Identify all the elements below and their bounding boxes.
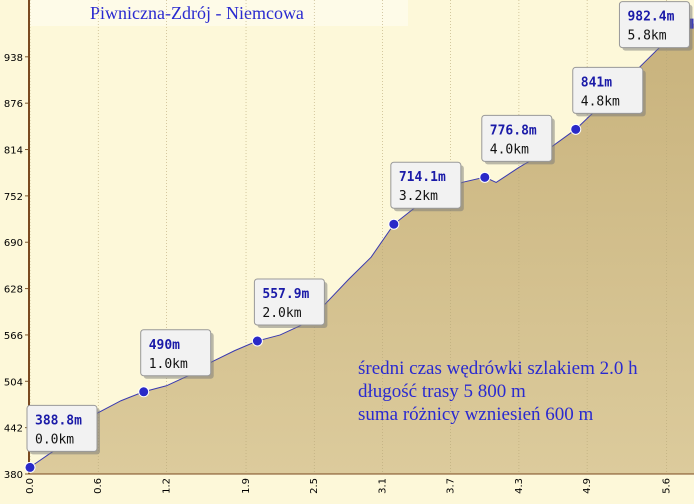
area [30,23,694,474]
point [24,461,36,473]
label-box [618,1,690,49]
chart-title: Piwniczna-Zdrój - Niemcowa [90,3,304,23]
y-tick-label: 752 [4,192,23,203]
note: długość trasy 5 800 m [358,381,526,402]
point [388,218,400,230]
label-box [390,161,462,209]
distance-label: 5.8km [627,29,666,44]
point [251,335,263,347]
elevation-label: 776.8m [490,123,537,138]
elevation-label: 714.1m [399,170,446,185]
y-tick-label: 504 [4,377,23,388]
note: suma różnicy wzniesień 600 m [358,404,594,425]
y-tick-label: 938 [4,53,23,64]
label-box [253,278,325,326]
label-box [140,329,212,377]
label-box [481,114,553,162]
label-box [572,66,644,114]
y-tick-label: 628 [4,285,23,296]
x-tick-label: 3.7 [446,478,457,494]
elevation-label: 388.8m [35,413,82,428]
y-tick-label: 690 [4,238,23,249]
distance-label: 1.0km [149,357,188,372]
x-tick-label: 4.3 [514,478,525,494]
note: średni czas wędrówki szlakiem 2.0 h [358,358,638,379]
elevation-label: 557.9m [262,287,309,302]
elevation-label: 982.4m [627,10,674,25]
distance-label: 4.8km [581,94,620,109]
x-tick-label: 4.9 [582,478,593,494]
x-tick-label: 2.5 [309,478,320,494]
point [479,171,491,183]
x-tick-label: 1.2 [161,478,172,494]
y-tick-label: 566 [4,331,23,342]
y-tick-label: 876 [4,99,23,110]
point [570,123,582,135]
x-tick-label: 0.6 [93,478,104,494]
distance-label: 2.0km [262,306,301,321]
distance-label: 0.0km [35,432,74,447]
y-tick-label: 442 [4,424,23,435]
title-box [30,0,408,26]
x-tick-label: 5.6 [662,478,673,494]
x-tick-label: 1.9 [241,478,252,494]
y-tick-label: 814 [4,146,23,157]
distance-label: 3.2km [399,189,438,204]
label-box [26,404,98,452]
x-tick-label: 0.0 [25,478,36,494]
elevation-label: 841m [581,75,612,90]
x-tick-label: 3.1 [377,478,388,494]
elevation-label: 490m [149,338,180,353]
point [138,386,150,398]
y-tick-label: 380 [4,470,23,481]
distance-label: 4.0km [490,142,529,157]
